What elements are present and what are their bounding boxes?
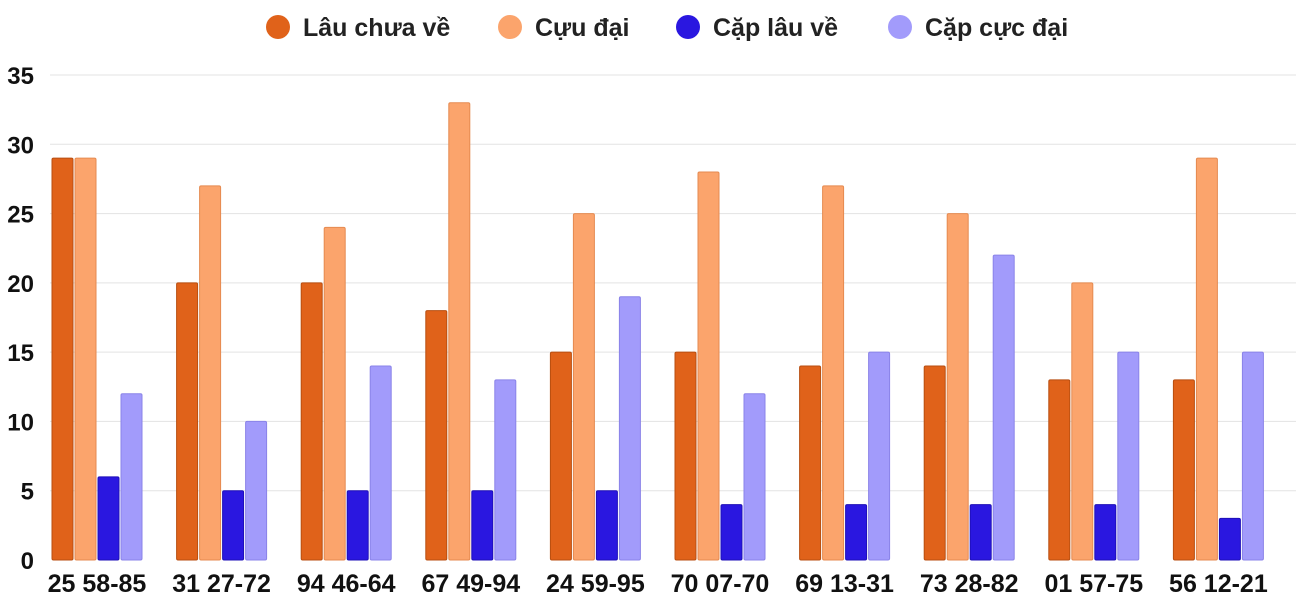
legend-label: Cặp lâu về <box>713 14 838 42</box>
bar <box>323 226 346 561</box>
bar <box>120 393 143 561</box>
bar <box>97 476 120 561</box>
bar <box>245 420 268 561</box>
bar <box>572 213 595 561</box>
bar <box>471 490 494 561</box>
y-tick-label: 5 <box>21 479 34 506</box>
bar <box>425 310 448 561</box>
bar <box>369 365 392 561</box>
legend-label: Cặp cực đại <box>925 14 1068 42</box>
legend-item: Cựu đại <box>498 14 630 42</box>
legend-item: Cặp cực đại <box>888 14 1068 42</box>
bars <box>51 102 1264 561</box>
bar <box>549 351 572 561</box>
y-tick-label: 20 <box>7 271 34 298</box>
bar <box>51 157 74 561</box>
legend-label: Cựu đại <box>535 14 630 42</box>
gridlines <box>50 74 1296 492</box>
legend-swatch <box>266 15 290 39</box>
bar <box>176 282 199 561</box>
bar <box>300 282 323 561</box>
bar <box>494 379 517 561</box>
bar <box>923 365 946 561</box>
y-tick-label: 10 <box>7 409 34 436</box>
bar <box>1241 351 1264 561</box>
legend-label: Lâu chưa về <box>303 14 450 42</box>
bar <box>595 490 618 561</box>
legend: Lâu chưa về Cựu đại Cặp lâu về Cặp cực đại <box>266 14 1068 42</box>
legend-item: Cặp lâu về <box>676 14 838 42</box>
bar <box>845 504 868 561</box>
bar <box>1218 517 1241 561</box>
bar <box>743 393 766 561</box>
y-tick-label: 15 <box>7 340 34 367</box>
bar <box>618 296 641 561</box>
bar <box>992 254 1015 561</box>
bar <box>799 365 822 561</box>
bar <box>697 171 720 561</box>
bar <box>1094 504 1117 561</box>
y-tick-label: 35 <box>7 63 34 90</box>
bar <box>720 504 743 561</box>
y-tick-label: 25 <box>7 202 34 229</box>
bar <box>1195 157 1218 561</box>
bar <box>969 504 992 561</box>
y-axis-ticks: 0 5 10 15 20 25 30 35 <box>7 63 34 575</box>
x-tick-label: 56 12-21 <box>1169 570 1268 598</box>
bar <box>822 185 845 561</box>
x-tick-label: 73 28-82 <box>920 570 1019 598</box>
x-tick-label: 67 49-94 <box>421 570 520 598</box>
bar <box>222 490 245 561</box>
bar <box>674 351 697 561</box>
y-tick-label: 0 <box>21 548 34 575</box>
y-tick-label: 30 <box>7 132 34 159</box>
x-tick-label: 31 27-72 <box>172 570 271 598</box>
x-tick-label: 01 57-75 <box>1044 570 1143 598</box>
bar <box>1117 351 1140 561</box>
bar <box>74 157 97 561</box>
x-tick-label: 69 13-31 <box>795 570 894 598</box>
bar <box>199 185 222 561</box>
bar <box>946 213 969 561</box>
bar <box>1172 379 1195 561</box>
x-axis-ticks: 25 58-85 31 27-72 94 46-64 67 49-94 24 59-95… <box>48 570 1268 598</box>
x-tick-label: 24 59-95 <box>546 570 645 598</box>
bar <box>448 102 471 561</box>
x-tick-label: 70 07-70 <box>671 570 770 598</box>
x-tick-label: 94 46-64 <box>297 570 396 598</box>
legend-item: Lâu chưa về <box>266 14 450 42</box>
legend-swatch <box>888 15 912 39</box>
legend-swatch <box>676 15 700 39</box>
bar <box>346 490 369 561</box>
bar <box>868 351 891 561</box>
legend-swatch <box>498 15 522 39</box>
bar <box>1071 282 1094 561</box>
bar <box>1048 379 1071 561</box>
x-tick-label: 25 58-85 <box>48 570 147 598</box>
